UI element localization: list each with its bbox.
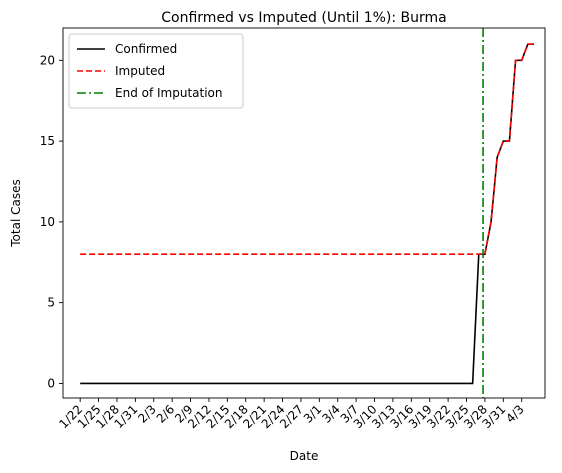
y-tick-label: 20 (40, 53, 55, 67)
plot-area (62, 27, 546, 399)
x-axis-label: Date (290, 449, 319, 463)
y-axis-label: Total Cases (9, 179, 23, 247)
y-tick-label: 5 (47, 296, 55, 310)
legend: Confirmed Imputed End of Imputation (68, 33, 244, 109)
y-tick-label: 15 (40, 134, 55, 148)
legend-box (68, 33, 244, 109)
chart-title: Confirmed vs Imputed (Until 1%): Burma (161, 10, 446, 26)
legend-label-end-of-imputation: End of Imputation (115, 86, 223, 100)
plot-frame (62, 27, 546, 399)
x-axis: 1/221/251/281/312/32/62/92/122/152/182/2… (56, 398, 527, 431)
y-axis: 0 5 10 15 20 (40, 53, 63, 390)
legend-label-confirmed: Confirmed (115, 42, 177, 56)
x-tick-label: 4/3 (503, 402, 527, 426)
y-tick-label: 10 (40, 215, 55, 229)
y-tick-label: 0 (47, 376, 55, 390)
legend-label-imputed: Imputed (115, 64, 165, 78)
